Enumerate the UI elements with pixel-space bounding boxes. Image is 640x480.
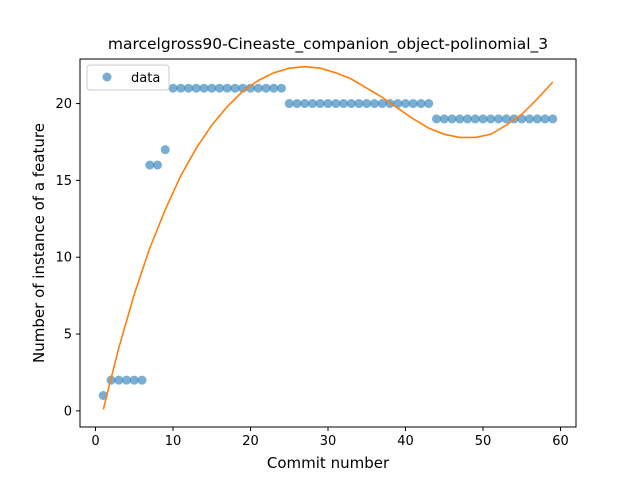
data-point (470, 114, 480, 124)
data-point (323, 99, 333, 109)
x-tick-label: 50 (475, 434, 492, 449)
x-axis-label: Commit number (267, 454, 390, 472)
data-point (269, 83, 279, 93)
y-axis-label: Number of instance of a feature (30, 123, 48, 363)
x-tick-label: 10 (165, 434, 182, 449)
data-point (230, 83, 240, 93)
legend-marker-data (102, 72, 112, 82)
data-point (525, 114, 534, 124)
data-point (246, 83, 255, 93)
legend-label-data: data (131, 71, 160, 86)
data-point (207, 83, 217, 93)
data-point (463, 114, 472, 124)
plot-area: 0 10 20 30 40 50 60 0 5 10 15 20 (55, 58, 577, 449)
fit-curve (102, 65, 554, 410)
data-point (261, 83, 271, 93)
data-point (439, 114, 449, 124)
data-point (284, 99, 294, 109)
data-point (401, 99, 410, 109)
x-tick-label: 20 (242, 434, 259, 449)
data-point (548, 114, 558, 124)
data-point (408, 99, 418, 109)
data-point (137, 375, 147, 385)
x-tick-label: 30 (320, 434, 337, 449)
data-point (494, 114, 503, 124)
data-point (432, 114, 441, 124)
x-tick-label: 60 (552, 434, 569, 449)
data-point (447, 114, 457, 124)
data-point (114, 375, 124, 385)
y-tick-label: 20 (55, 97, 72, 112)
data-point (478, 114, 488, 124)
data-point (540, 114, 550, 124)
data-point (215, 83, 224, 93)
data-point (377, 99, 387, 109)
y-tick-label: 0 (64, 404, 72, 419)
data-point (129, 375, 139, 385)
y-tick-label: 15 (55, 174, 72, 189)
data-point (416, 99, 426, 109)
data-point (168, 83, 178, 93)
data-point (184, 83, 193, 93)
data-point (222, 83, 232, 93)
data-point (501, 114, 511, 124)
data-point (424, 99, 434, 109)
data-point (455, 114, 465, 124)
data-point (532, 114, 542, 124)
data-point (145, 160, 155, 170)
data-point (331, 99, 341, 109)
y-tick-label: 10 (55, 251, 72, 266)
data-point (122, 375, 131, 385)
data-point (308, 99, 317, 109)
data-point (176, 83, 186, 93)
data-point (354, 99, 364, 109)
data-point (300, 99, 310, 109)
data-point (315, 99, 325, 109)
data-point (346, 99, 356, 109)
data-point (292, 99, 302, 109)
data-point (160, 145, 170, 155)
x-tick-label: 40 (397, 434, 414, 449)
data-point (191, 83, 201, 93)
data-point (153, 160, 162, 170)
data-point (277, 83, 286, 93)
data-point (199, 83, 209, 93)
data-point (486, 114, 496, 124)
x-tick-label: 0 (91, 434, 99, 449)
data-point (339, 99, 348, 109)
data-point (362, 99, 372, 109)
legend-box (86, 64, 170, 91)
y-tick-label: 5 (64, 328, 72, 343)
data-point (253, 83, 263, 93)
legend: data (86, 64, 170, 91)
chart-title: marcelgross90-Cineaste_companion_object-… (108, 35, 548, 54)
data-point (370, 99, 379, 109)
